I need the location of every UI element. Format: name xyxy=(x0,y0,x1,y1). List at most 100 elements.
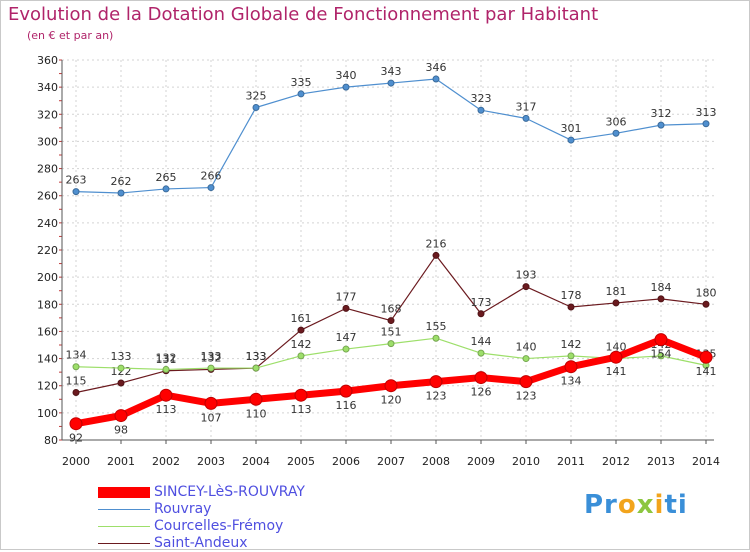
data-point-courcelles-fr-moy xyxy=(657,352,665,360)
legend-swatch xyxy=(98,509,150,510)
data-label-rouvray: 266 xyxy=(201,170,222,183)
x-tick-label: 2005 xyxy=(287,455,315,468)
data-point-saint-andeux xyxy=(432,251,440,259)
x-tick-label: 2007 xyxy=(377,455,405,468)
x-tick-label: 2004 xyxy=(242,455,270,468)
data-point-saint-andeux xyxy=(657,295,665,303)
data-label-sincey-l-s-rouvray: 141 xyxy=(696,365,717,378)
data-point-sincey-l-s-rouvray xyxy=(519,375,533,389)
data-label-saint-andeux: 216 xyxy=(426,237,447,250)
data-label-courcelles-fr-moy: 133 xyxy=(201,350,222,363)
data-label-saint-andeux: 131 xyxy=(156,353,177,366)
data-label-sincey-l-s-rouvray: 98 xyxy=(114,424,128,437)
x-tick-label: 2001 xyxy=(107,455,135,468)
data-label-saint-andeux: 184 xyxy=(651,281,672,294)
data-point-rouvray xyxy=(297,90,305,98)
y-tick-label: 280 xyxy=(37,163,58,176)
data-point-rouvray xyxy=(612,129,620,137)
data-point-saint-andeux xyxy=(117,379,125,387)
data-label-courcelles-fr-moy: 142 xyxy=(561,338,582,351)
data-label-rouvray: 343 xyxy=(381,65,402,78)
data-label-sincey-l-s-rouvray: 126 xyxy=(471,386,492,399)
data-label-saint-andeux: 193 xyxy=(516,269,537,282)
data-point-rouvray xyxy=(522,114,530,122)
data-label-saint-andeux: 173 xyxy=(471,296,492,309)
data-label-sincey-l-s-rouvray: 110 xyxy=(246,407,267,420)
data-label-saint-andeux: 133 xyxy=(246,350,267,363)
y-tick-label: 200 xyxy=(37,271,58,284)
legend-label: SINCEY-LèS-ROUVRAY xyxy=(154,484,305,500)
data-point-sincey-l-s-rouvray xyxy=(564,360,578,374)
y-tick-label: 260 xyxy=(37,190,58,203)
data-point-sincey-l-s-rouvray xyxy=(699,350,713,364)
y-tick-label: 300 xyxy=(37,135,58,148)
data-label-courcelles-fr-moy: 142 xyxy=(291,338,312,351)
data-point-sincey-l-s-rouvray xyxy=(204,396,218,410)
data-label-saint-andeux: 161 xyxy=(291,312,312,325)
y-tick-label: 320 xyxy=(37,108,58,121)
chart-subtitle: (en € et par an) xyxy=(27,29,114,42)
data-label-rouvray: 312 xyxy=(651,107,672,120)
data-label-sincey-l-s-rouvray: 141 xyxy=(606,365,627,378)
data-label-saint-andeux: 181 xyxy=(606,285,627,298)
data-point-courcelles-fr-moy xyxy=(297,352,305,360)
data-label-courcelles-fr-moy: 155 xyxy=(426,320,447,333)
data-label-sincey-l-s-rouvray: 113 xyxy=(156,403,177,416)
data-point-courcelles-fr-moy xyxy=(387,340,395,348)
data-point-rouvray xyxy=(477,106,485,114)
data-label-rouvray: 325 xyxy=(246,90,267,103)
line-chart: 80 100 120 140 160 180 200 220 240 260 280 300 320 34… xyxy=(37,54,720,468)
data-point-rouvray xyxy=(432,75,440,83)
data-label-saint-andeux: 177 xyxy=(336,290,357,303)
y-tick-label: 140 xyxy=(37,353,58,366)
data-point-rouvray xyxy=(567,136,575,144)
data-label-courcelles-fr-moy: 140 xyxy=(516,341,537,354)
data-label-rouvray: 335 xyxy=(291,76,312,89)
x-tick-label: 2010 xyxy=(512,455,540,468)
legend-swatch xyxy=(98,526,150,527)
data-point-sincey-l-s-rouvray xyxy=(384,379,398,393)
data-point-sincey-l-s-rouvray xyxy=(609,350,623,364)
y-tick-label: 240 xyxy=(37,217,58,230)
data-label-rouvray: 346 xyxy=(426,61,447,74)
legend-swatch xyxy=(98,487,150,498)
data-point-sincey-l-s-rouvray xyxy=(294,388,308,402)
data-label-saint-andeux: 180 xyxy=(696,286,717,299)
data-label-sincey-l-s-rouvray: 123 xyxy=(516,390,537,403)
data-point-rouvray xyxy=(117,189,125,197)
data-label-courcelles-fr-moy: 132 xyxy=(156,351,177,364)
x-tick-label: 2009 xyxy=(467,455,495,468)
data-point-saint-andeux xyxy=(567,303,575,311)
data-point-rouvray xyxy=(657,121,665,129)
data-point-courcelles-fr-moy xyxy=(252,364,260,372)
data-point-sincey-l-s-rouvray xyxy=(474,371,488,385)
y-tick-label: 100 xyxy=(37,407,58,420)
legend-swatch xyxy=(98,543,150,544)
data-point-courcelles-fr-moy xyxy=(207,364,215,372)
data-point-saint-andeux xyxy=(72,389,80,396)
y-tick-label: 220 xyxy=(37,244,58,257)
x-tick-label: 2014 xyxy=(692,455,720,468)
data-point-rouvray xyxy=(387,79,395,87)
data-label-sincey-l-s-rouvray: 116 xyxy=(336,399,357,412)
data-label-saint-andeux: 168 xyxy=(381,303,402,316)
data-point-sincey-l-s-rouvray xyxy=(654,333,668,347)
data-point-rouvray xyxy=(342,83,350,91)
data-label-saint-andeux: 115 xyxy=(66,375,87,388)
data-point-sincey-l-s-rouvray xyxy=(429,375,443,389)
data-point-saint-andeux xyxy=(612,299,620,307)
y-tick-label: 160 xyxy=(37,325,58,338)
x-tick-label: 2013 xyxy=(647,455,675,468)
x-tick-label: 2006 xyxy=(332,455,360,468)
data-point-sincey-l-s-rouvray xyxy=(339,384,353,398)
x-tick-label: 2012 xyxy=(602,455,630,468)
data-point-courcelles-fr-moy xyxy=(432,334,440,342)
data-label-sincey-l-s-rouvray: 134 xyxy=(561,375,582,388)
data-label-rouvray: 313 xyxy=(696,106,717,119)
data-label-sincey-l-s-rouvray: 123 xyxy=(426,390,447,403)
data-point-courcelles-fr-moy xyxy=(567,352,575,360)
data-label-rouvray: 323 xyxy=(471,92,492,105)
data-point-rouvray xyxy=(162,185,170,193)
data-label-courcelles-fr-moy: 134 xyxy=(66,349,87,362)
data-point-sincey-l-s-rouvray xyxy=(114,409,128,423)
